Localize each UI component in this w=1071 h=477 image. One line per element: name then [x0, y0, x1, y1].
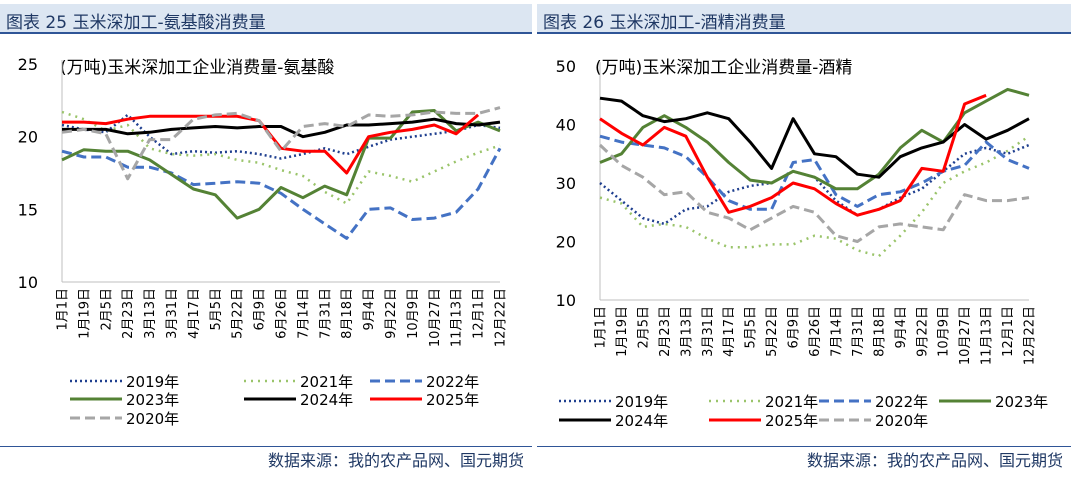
x-tick-label: 6月9日	[787, 306, 802, 349]
x-tick-label: 11月13日	[450, 288, 465, 347]
legend-label-2019: 2019年	[126, 373, 179, 391]
x-tick-label: 2月5日	[99, 288, 114, 331]
series-line-2020	[598, 143, 1030, 243]
x-tick-label: 10月27日	[428, 288, 443, 347]
x-tick-label: 9月22日	[384, 288, 399, 339]
x-tick-label: 12月1日	[1001, 306, 1016, 357]
x-tick-label: 12月1日	[472, 288, 487, 339]
x-tick-label: 9月4日	[894, 306, 909, 349]
x-tick-label: 3月13日	[679, 306, 694, 357]
legend-label-2020: 2020年	[875, 412, 928, 430]
alcohol-consumption-chart: (万吨)玉米深加工企业消费量-酒精 10 20 30 40 50 1月1日 1月19日 2月5日…	[556, 57, 1049, 430]
right-chart-title: 图表 26 玉米深加工-酒精消费量	[543, 13, 786, 33]
legend-label-2024: 2024年	[300, 391, 353, 409]
series-line-2025	[599, 93, 987, 217]
legend-label-2019: 2019年	[615, 393, 668, 411]
x-tick-label: 1月19日	[615, 306, 630, 357]
x-tick-label: 5月5日	[744, 306, 759, 349]
series-line-2024	[62, 117, 501, 139]
y-tick-label: 25	[18, 55, 38, 74]
legend-label-2021: 2021年	[765, 393, 818, 411]
y-tick-label: 40	[556, 116, 576, 135]
x-tick-label: 9月22日	[915, 306, 930, 357]
x-tick-label: 7月14日	[830, 306, 845, 357]
legend-label-2020: 2020年	[126, 410, 179, 428]
left-chart-title: 图表 25 玉米深加工-氨基酸消费量	[6, 13, 266, 33]
y-tick-label: 20	[18, 128, 38, 147]
x-tick-label: 2月23日	[658, 306, 673, 357]
legend-label-2022: 2022年	[875, 393, 928, 411]
y-tick-label: 10	[556, 291, 576, 310]
right-chart-panel: 图表 26 玉米深加工-酒精消费量 (万吨)玉米深加工企业消费量-酒精 10 20 3…	[537, 0, 1071, 477]
y-tick-label: 10	[18, 273, 38, 292]
legend-label-2023: 2023年	[995, 393, 1048, 411]
y-tick-label: 30	[556, 174, 576, 193]
x-tick-label: 3月31日	[701, 306, 716, 357]
right-title-bar: 图表 26 玉米深加工-酒精消费量	[537, 4, 1071, 34]
legend-label-2021: 2021年	[300, 373, 353, 391]
x-tick-label: 2月5日	[636, 306, 651, 349]
x-tick-label: 3月31日	[165, 288, 180, 339]
legend-label-2024: 2024年	[615, 412, 668, 430]
x-tick-label: 5月5日	[209, 288, 224, 331]
x-tick-label: 12月22日	[494, 288, 509, 347]
x-tick-label: 6月9日	[253, 288, 268, 331]
x-tick-label: 3月13日	[143, 288, 158, 339]
x-tick-label: 10月9日	[406, 288, 421, 339]
x-tick-label: 7月14日	[296, 288, 311, 339]
x-tick-label: 1月1日	[594, 306, 609, 349]
series-line-2019	[599, 143, 1030, 226]
series-line-2024	[599, 96, 1030, 179]
x-tick-label: 9月4日	[362, 288, 377, 331]
series-line-2019	[61, 113, 501, 160]
x-tick-label: 6月26日	[275, 288, 290, 339]
x-tick-label: 7月31日	[318, 288, 333, 339]
left-data-source: 数据来源：我的农产品网、国元期货	[267, 451, 524, 470]
x-tick-label: 4月17日	[187, 288, 202, 339]
series-line-2022	[61, 147, 502, 240]
x-tick-label: 5月22日	[231, 288, 246, 339]
series-line-2020	[61, 106, 501, 181]
legend-label-2025: 2025年	[765, 412, 818, 430]
right-divider	[537, 446, 1071, 447]
x-tick-label: 12月22日	[1023, 306, 1038, 365]
left-title-bar: 图表 25 玉米深加工-氨基酸消费量	[0, 4, 532, 34]
x-tick-label: 1月1日	[56, 288, 71, 331]
chart-inner-title: (万吨)玉米深加工企业消费量-酒精	[595, 58, 852, 78]
series-line-2021	[599, 135, 1030, 258]
x-tick-label: 8月18日	[340, 288, 355, 339]
legend-label-2025: 2025年	[426, 391, 479, 409]
x-tick-label: 1月19日	[77, 288, 92, 339]
right-data-source: 数据来源：我的农产品网、国元期货	[806, 451, 1063, 470]
x-tick-label: 5月22日	[765, 306, 780, 357]
legend-label-2022: 2022年	[426, 373, 479, 391]
x-tick-label: 6月26日	[808, 306, 823, 357]
x-tick-label: 2月23日	[121, 288, 136, 339]
chart-inner-title: (万吨)玉米深加工企业消费量-氨基酸	[60, 58, 334, 78]
legend-label-2023: 2023年	[126, 391, 179, 409]
left-chart-panel: 图表 25 玉米深加工-氨基酸消费量 (万吨)玉米深加工企业消费量-氨基酸 10 1…	[0, 0, 532, 477]
x-tick-label: 10月9日	[937, 306, 952, 357]
y-tick-label: 20	[556, 233, 576, 252]
series-line-2023	[61, 109, 501, 220]
x-tick-label: 11月13日	[980, 306, 995, 365]
x-tick-label: 4月17日	[722, 306, 737, 357]
left-divider	[0, 446, 532, 447]
x-tick-label: 8月18日	[872, 306, 887, 357]
y-tick-label: 50	[556, 57, 576, 76]
x-tick-label: 10月27日	[958, 306, 973, 365]
series-line-2022	[599, 134, 1030, 211]
amino-acid-consumption-chart: (万吨)玉米深加工企业消费量-氨基酸 10 15 20 25 1月1日 1月19日 2月5日 2…	[18, 55, 509, 428]
x-tick-label: 7月31日	[851, 306, 866, 357]
y-tick-label: 15	[18, 200, 38, 219]
